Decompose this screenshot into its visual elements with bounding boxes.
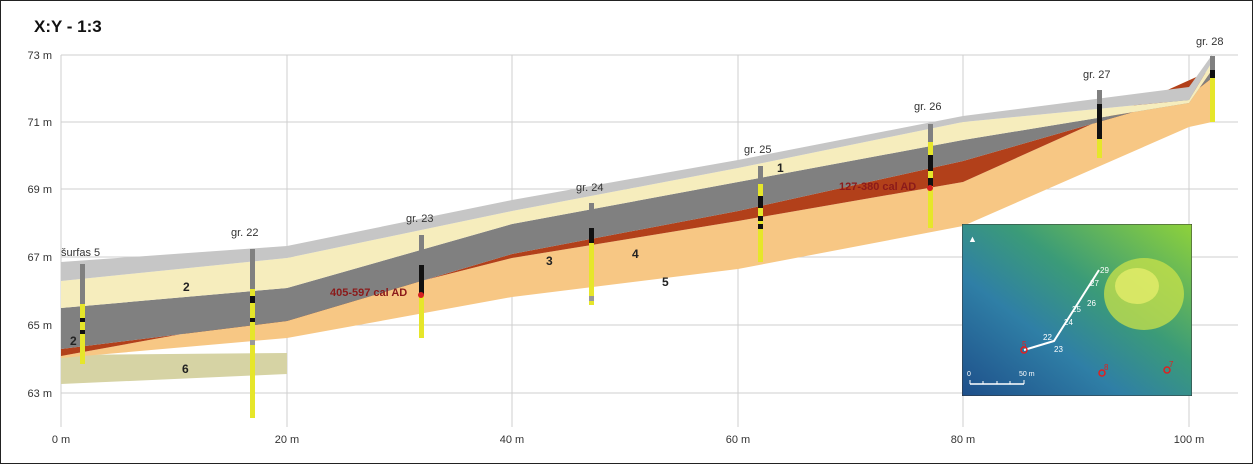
borehole-label: gr. 24 [576, 182, 604, 194]
inset-label: 5 [1022, 340, 1027, 349]
date-sample-marker-gr26 [927, 185, 933, 191]
borehole-label: šurfas 5 [61, 247, 100, 259]
borehole-label: gr. 22 [231, 227, 259, 239]
scale-label-start: 0 [967, 371, 971, 378]
inset-label: 27 [1090, 279, 1099, 288]
inset-label: 22 [1043, 333, 1052, 342]
layer-label: 6 [182, 362, 189, 376]
borehole-column-gr25 [758, 166, 763, 262]
borehole-column-surfas5 [80, 264, 85, 364]
hill-top [1115, 268, 1159, 304]
inset-label: 26 [1087, 299, 1096, 308]
borehole-label: gr. 25 [744, 144, 772, 156]
x-tick-label: 100 m [1174, 434, 1205, 446]
inset-label: 25 [1072, 305, 1081, 314]
scale-label-end: 50 m [1019, 371, 1035, 378]
y-axis-labels: 73 m 71 m 69 m 67 m 65 m 63 m [28, 50, 52, 400]
inset-label: 8 [1104, 363, 1109, 372]
borehole-label: gr. 23 [406, 213, 434, 225]
x-tick-label: 40 m [500, 434, 524, 446]
borehole-column-gr23 [419, 235, 424, 338]
borehole-column-gr26 [928, 124, 933, 228]
borehole-column-gr24 [589, 203, 594, 305]
y-tick-label: 63 m [28, 388, 52, 400]
y-tick-label: 67 m [28, 252, 52, 264]
x-tick-label: 80 m [951, 434, 975, 446]
borehole-label: gr. 26 [914, 101, 942, 113]
borehole-label: gr. 27 [1083, 69, 1111, 81]
x-tick-label: 60 m [726, 434, 750, 446]
y-tick-label: 73 m [28, 50, 52, 62]
date-label-gr23: 405-597 cal AD [330, 287, 407, 299]
layer-label: 3 [546, 254, 553, 268]
borehole-column-gr22 [250, 249, 255, 418]
borehole-column-gr28 [1210, 56, 1215, 122]
inset-label: 24 [1064, 318, 1073, 327]
x-axis-labels: 0 m 20 m 40 m 60 m 80 m 100 m [52, 434, 1204, 446]
layer-label: 1 [777, 161, 784, 175]
north-arrow-icon: ▲ [968, 234, 977, 244]
layer-label: 5 [662, 275, 669, 289]
inset-label: 23 [1054, 345, 1063, 354]
y-tick-label: 69 m [28, 184, 52, 196]
borehole-label: gr. 28 [1196, 36, 1224, 48]
layer-label: 4 [632, 247, 639, 261]
layer-label: 2 [183, 280, 190, 294]
y-tick-label: 65 m [28, 320, 52, 332]
date-label-gr26: 127-380 cal AD [839, 181, 916, 193]
date-sample-marker-gr23 [418, 292, 424, 298]
inset-label: 7 [1169, 360, 1174, 369]
y-tick-label: 71 m [28, 117, 52, 129]
inset-label: 29 [1100, 266, 1109, 275]
location-map-inset: ▲ 29 27 26 25 24 23 22 5 8 7 0 50 m [962, 224, 1192, 396]
layer-label: 2 [70, 334, 77, 348]
borehole-column-gr27 [1097, 90, 1102, 158]
x-tick-label: 0 m [52, 434, 70, 446]
x-tick-label: 20 m [275, 434, 299, 446]
